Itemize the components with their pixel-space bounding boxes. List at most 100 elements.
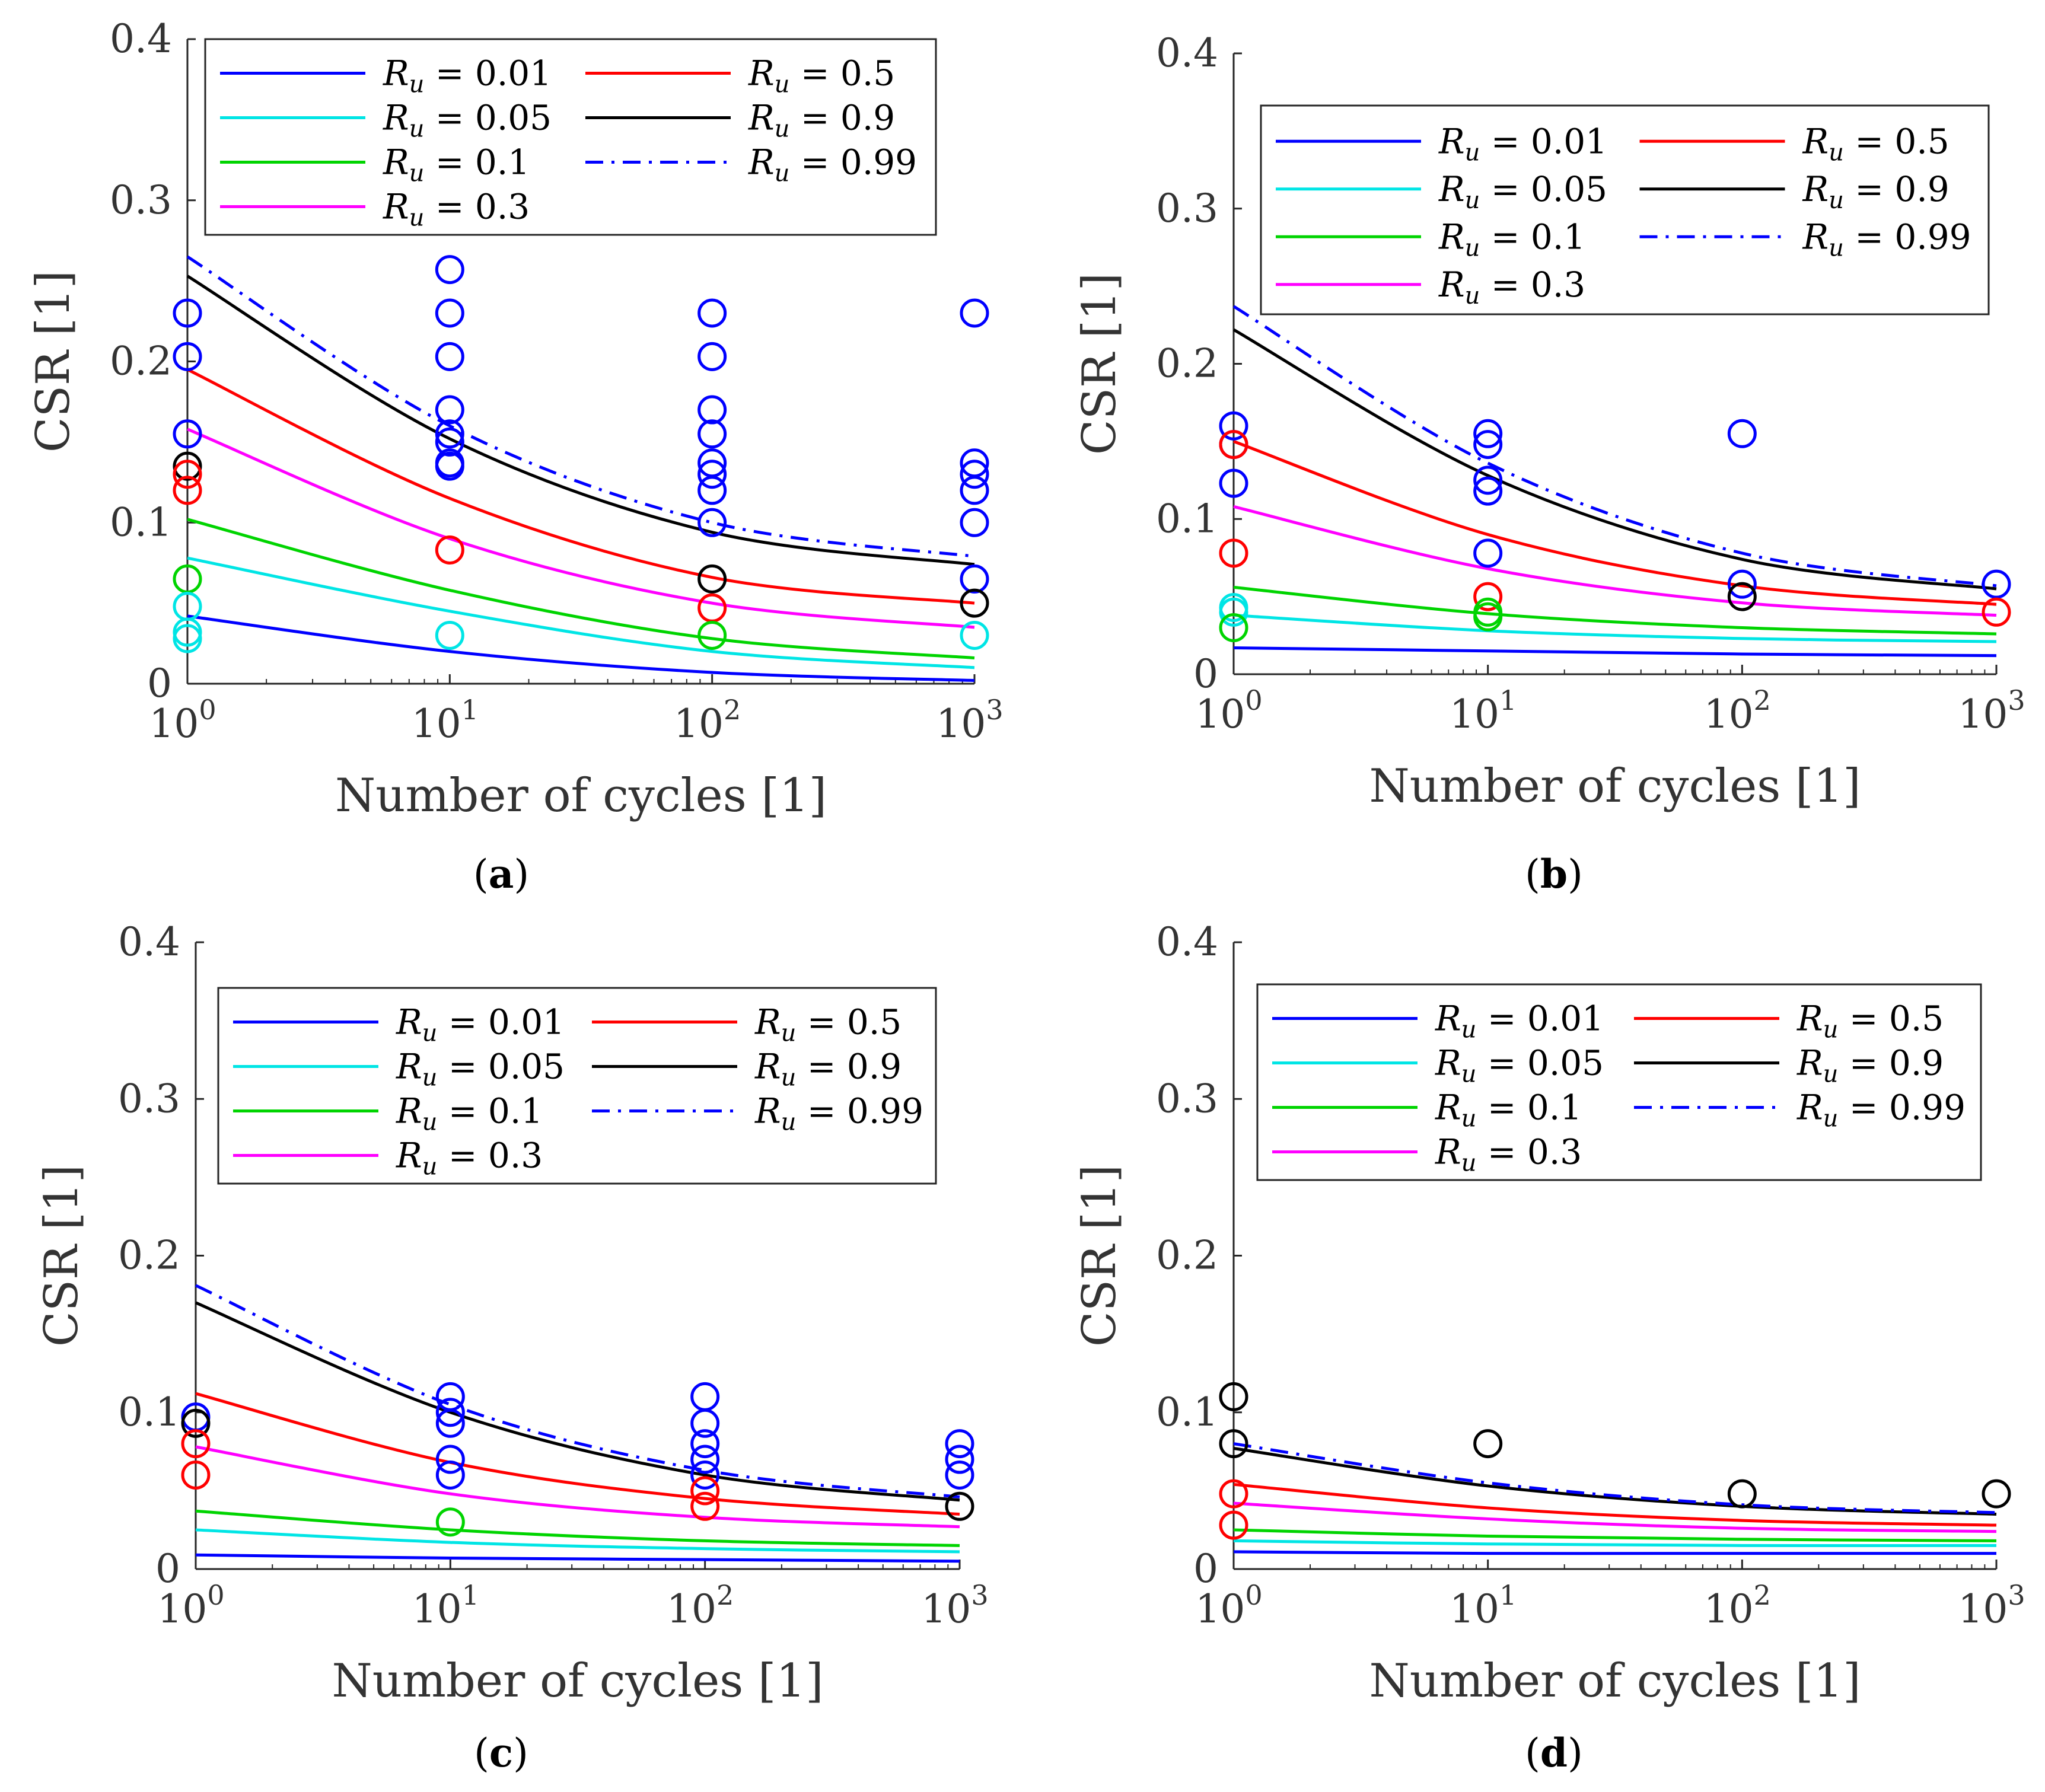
series-line-ru-0-05 xyxy=(195,1528,960,1554)
series-line-ru-0-99 xyxy=(195,1284,960,1498)
x-tick-label: 100 xyxy=(149,694,216,747)
panel-caption: (b) xyxy=(1525,851,1583,897)
x-tick-label: 100 xyxy=(1195,1579,1262,1632)
series-line-ru-0-5 xyxy=(195,1392,960,1516)
data-point-marker xyxy=(435,535,464,565)
data-point-marker xyxy=(435,1408,465,1438)
data-point-marker xyxy=(173,419,202,449)
series-line-ru-0-1 xyxy=(1233,585,1997,636)
y-tick-label: 0 xyxy=(1193,1546,1218,1592)
legend-entry-label: Ru = 0.5 xyxy=(754,1002,902,1047)
data-point-marker xyxy=(960,564,989,594)
legend-entry-label: Ru = 0.05 xyxy=(396,1047,565,1092)
legend-entry-label: Ru = 0.9 xyxy=(1802,169,1950,214)
legend-entry-label: Ru = 0.01 xyxy=(1438,121,1607,166)
series-line-ru-0-01 xyxy=(195,1553,960,1563)
y-tick-label: 0.1 xyxy=(110,499,172,545)
data-point-marker xyxy=(697,419,727,449)
data-point-marker xyxy=(1219,538,1248,568)
legend-entry-label: Ru = 0.1 xyxy=(383,142,530,187)
data-point-marker xyxy=(945,1460,974,1490)
data-point-marker xyxy=(1473,430,1503,460)
legend-entry-label: Ru = 0.5 xyxy=(1802,121,1950,166)
x-tick-label: 100 xyxy=(1195,684,1262,737)
x-tick-label: 102 xyxy=(1704,684,1771,737)
y-tick-label: 0.3 xyxy=(1156,186,1218,231)
panel-caption: (c) xyxy=(474,1730,528,1776)
y-tick-label: 0.4 xyxy=(110,16,172,62)
data-point-marker xyxy=(1219,411,1248,441)
legend-entry-label: Ru = 0.99 xyxy=(1802,216,1971,262)
series-line-ru-0-9 xyxy=(1233,1447,1997,1516)
series-line-ru-0-5 xyxy=(1233,440,1997,606)
data-point-marker xyxy=(697,342,727,371)
data-point-marker xyxy=(173,617,202,647)
y-tick-label: 0.1 xyxy=(118,1389,180,1435)
data-point-marker xyxy=(435,395,464,425)
data-point-marker xyxy=(1473,602,1503,632)
legend-entry-label: Ru = 0.99 xyxy=(754,1091,923,1136)
data-point-marker xyxy=(1727,569,1757,599)
data-point-marker xyxy=(173,451,202,481)
x-tick-label: 103 xyxy=(936,694,1003,747)
series-line-ru-0-05 xyxy=(1233,614,1997,643)
data-point-marker xyxy=(435,1460,465,1490)
data-point-marker xyxy=(945,1445,974,1474)
data-point-marker xyxy=(1219,468,1248,498)
data-point-marker xyxy=(1219,1479,1248,1509)
series-line-ru-0-3 xyxy=(187,428,975,629)
y-tick-label: 0.3 xyxy=(118,1076,180,1121)
legend-entry-label: Ru = 0.9 xyxy=(1796,1043,1944,1088)
legend-entry-label: Ru = 0.5 xyxy=(748,53,895,98)
series-line-ru-0-3 xyxy=(195,1445,960,1529)
panel-caption: (a) xyxy=(473,851,529,897)
legend-entry-label: Ru = 0.1 xyxy=(1435,1088,1582,1133)
y-tick-label: 0.2 xyxy=(1156,341,1218,387)
data-point-marker xyxy=(697,508,727,537)
data-point-marker xyxy=(1473,582,1503,611)
legend-entry-label: Ru = 0.5 xyxy=(1796,999,1944,1044)
data-point-marker xyxy=(181,1460,211,1490)
data-point-marker xyxy=(1219,1510,1248,1540)
data-point-marker xyxy=(435,1507,465,1537)
legend-entry-label: Ru = 0.9 xyxy=(754,1047,902,1092)
series-line-ru-0-5 xyxy=(1233,1482,1997,1527)
data-point-marker xyxy=(690,1445,720,1474)
series-line-ru-0-9 xyxy=(186,275,975,566)
data-point-marker xyxy=(960,298,989,328)
data-point-marker xyxy=(1982,1479,2011,1509)
data-point-marker xyxy=(690,1408,720,1438)
legend-entry-label: Ru = 0.3 xyxy=(1438,264,1585,310)
x-tick-label: 103 xyxy=(1958,684,2025,737)
series-line-ru-0-1 xyxy=(1233,1528,1997,1542)
x-axis-label: Number of cycles [1] xyxy=(332,1654,823,1708)
y-tick-label: 0 xyxy=(147,661,172,706)
data-point-marker xyxy=(697,298,727,328)
data-point-marker xyxy=(960,508,989,537)
y-tick-label: 0.4 xyxy=(1156,30,1218,76)
data-point-marker xyxy=(181,1429,211,1459)
data-point-marker xyxy=(1219,1382,1248,1411)
data-point-marker xyxy=(173,342,202,371)
series-line-ru-0-3 xyxy=(1233,505,1997,617)
series-line-ru-0-01 xyxy=(187,614,975,683)
y-tick-label: 0 xyxy=(1193,651,1218,697)
x-tick-label: 102 xyxy=(667,1579,734,1632)
x-tick-label: 102 xyxy=(674,694,741,747)
series-line-ru-0-5 xyxy=(186,368,975,605)
legend-box xyxy=(1260,104,1990,315)
data-point-marker xyxy=(945,1429,974,1459)
data-point-marker xyxy=(697,620,727,650)
data-point-marker xyxy=(960,620,989,650)
chart-panel-d: 0 0.1 0.2 0.3 0.4 100 101 102 103 Number of cycle… xyxy=(1073,919,2025,1776)
data-point-marker xyxy=(1473,476,1503,506)
legend-entry-label: Ru = 0.9 xyxy=(748,98,895,143)
legend-entry-label: Ru = 0.1 xyxy=(396,1091,543,1136)
series-line-ru-0-9 xyxy=(1232,328,1997,591)
legend-entry-label: Ru = 0.3 xyxy=(1435,1132,1582,1177)
y-tick-label: 0.4 xyxy=(118,919,180,965)
y-tick-label: 0.2 xyxy=(110,339,172,384)
x-tick-label: 101 xyxy=(412,1579,479,1632)
